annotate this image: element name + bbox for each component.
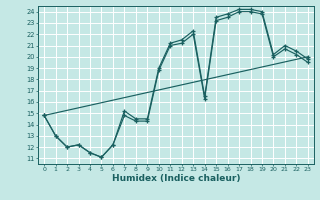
X-axis label: Humidex (Indice chaleur): Humidex (Indice chaleur)	[112, 174, 240, 183]
